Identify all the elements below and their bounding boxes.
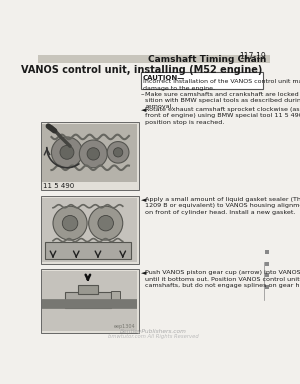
Text: BentleyPublishers.com: BentleyPublishers.com <box>120 329 187 334</box>
Text: VANOS control unit, installing (M52 engine): VANOS control unit, installing (M52 engi… <box>21 65 262 75</box>
Bar <box>265 250 269 254</box>
Circle shape <box>87 148 100 160</box>
Text: ◄: ◄ <box>141 270 146 276</box>
Bar <box>265 273 269 277</box>
Text: ◄: ◄ <box>141 107 146 113</box>
Bar <box>64 293 111 308</box>
Bar <box>42 271 137 331</box>
Text: –: – <box>141 91 144 98</box>
Bar <box>141 72 263 89</box>
Text: 117-19: 117-19 <box>239 52 266 61</box>
Text: Incorrect installation of the VANOS control unit may result in
damage to the eng: Incorrect installation of the VANOS cont… <box>143 79 300 91</box>
Bar <box>42 198 137 262</box>
Bar <box>265 262 269 265</box>
Circle shape <box>52 137 82 168</box>
Text: Apply a small amount of liquid gasket sealer (Three Bond
1209 B or equivalent) t: Apply a small amount of liquid gasket se… <box>145 197 300 215</box>
Bar <box>45 242 130 259</box>
Circle shape <box>113 148 123 157</box>
Text: Camshaft Timing Chain: Camshaft Timing Chain <box>148 55 266 64</box>
Bar <box>40 270 139 333</box>
Text: ◄: ◄ <box>141 197 146 203</box>
Text: 11 5 490: 11 5 490 <box>43 183 74 189</box>
Circle shape <box>107 142 129 163</box>
Circle shape <box>98 215 113 231</box>
Bar <box>111 291 120 305</box>
Bar <box>38 55 270 63</box>
Circle shape <box>60 146 74 159</box>
Circle shape <box>53 206 87 240</box>
Bar <box>78 285 98 294</box>
Circle shape <box>89 206 123 240</box>
Text: CAUTION—: CAUTION— <box>143 74 185 81</box>
Circle shape <box>80 140 107 168</box>
Circle shape <box>62 215 78 231</box>
Bar <box>40 196 139 264</box>
Bar <box>42 124 137 182</box>
Text: eep1304: eep1304 <box>113 324 135 329</box>
Bar <box>265 285 269 289</box>
Bar <box>40 122 139 190</box>
Text: bmwtutor.com All Rights Reserved: bmwtutor.com All Rights Reserved <box>108 334 199 339</box>
Text: Rotate exhaust camshaft sprocket clockwise (as viewed from
front of engine) usin: Rotate exhaust camshaft sprocket clockwi… <box>145 107 300 125</box>
Text: Push VANOS piston gear cup (arrow) into VANOS housing
until it bottoms out. Posi: Push VANOS piston gear cup (arrow) into … <box>145 270 300 288</box>
Text: Make sure camshafts and crankshaft are locked in TDC po-
sition with BMW special: Make sure camshafts and crankshaft are l… <box>145 91 300 109</box>
